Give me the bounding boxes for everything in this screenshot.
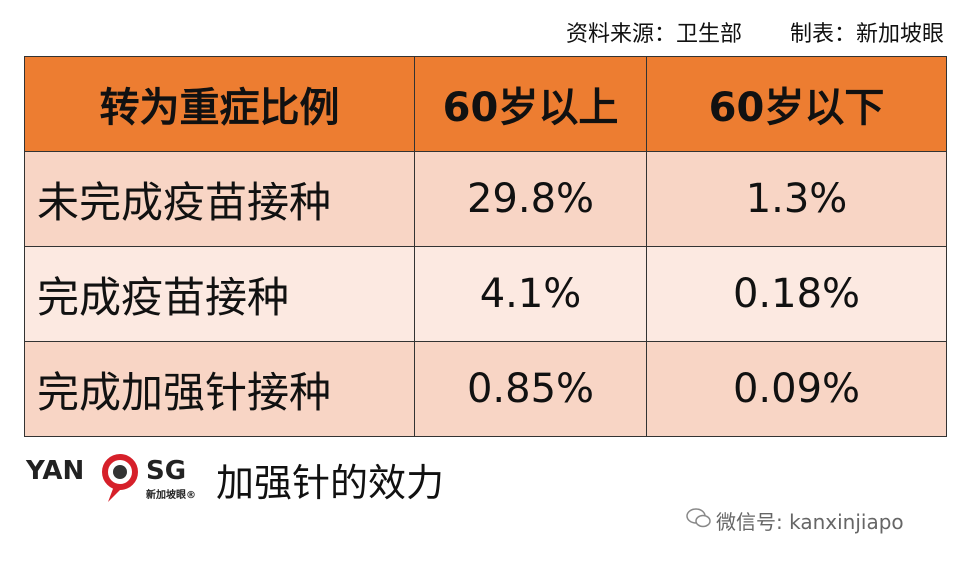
source-line: 资料来源：卫生部 制表：新加坡眼 [566,16,944,48]
cell: 0.85% [414,341,647,437]
watermark: 微信号: kanxinjiapo [716,510,904,534]
logo-text: SG [146,456,187,486]
source: 资料来源：卫生部 [565,22,742,47]
header-row: 转为重症比例 60岁以上 60岁以下 [24,56,947,152]
row-label: 完成加强针接种 [24,341,415,437]
table-row: 完成疫苗接种 4.1% 0.18% [24,246,947,342]
maker: 制表：新加坡眼 [789,22,944,47]
cell: 29.8% [414,151,647,247]
table-row: 完成加强针接种 0.85% 0.09% [24,341,947,437]
column-header: 转为重症比例 [24,56,415,152]
data-table: 转为重症比例 60岁以上 60岁以下 未完成疫苗接种 29.8% 1.3% 完成疫苗接… [24,56,947,437]
table-row: 未完成疫苗接种 29.8% 1.3% [24,151,947,247]
column-header: 60岁以下 [646,56,947,152]
cell: 0.09% [646,341,947,437]
logo-icon [102,454,138,502]
cell: 1.3% [646,151,947,247]
row-label: 未完成疫苗接种 [24,151,415,247]
logo-subtext: 新加坡眼® [146,490,196,501]
cell: 4.1% [414,246,647,342]
wechat-icon [686,508,711,528]
cell: 0.18% [646,246,947,342]
logo-text: YAN [26,456,85,486]
row-label: 完成疫苗接种 [24,246,415,342]
column-header: 60岁以上 [414,56,647,152]
caption: 加强针的效力 [216,461,445,505]
